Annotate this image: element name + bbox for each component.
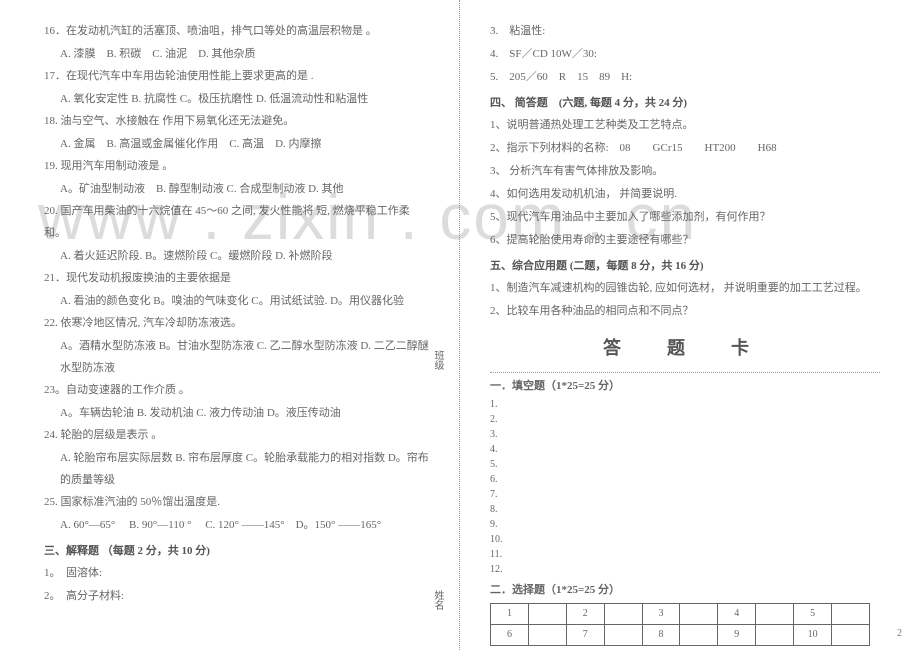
cell: [832, 625, 870, 646]
q20-opts: A. 着火延迟阶段. B。速燃阶段 C。缓燃阶段 D. 补燃阶段: [44, 245, 431, 267]
term3: 3. 粘温性:: [490, 20, 876, 42]
fill-4: 4.: [490, 442, 876, 457]
q22: 22. 依寒冷地区情况, 汽车冷却防冻液选。: [44, 312, 431, 334]
q19-opts: A。矿油型制动液 B. 醇型制动液 C. 合成型制动液 D. 其他: [44, 178, 431, 200]
page-root: www . zixin . com . cn 16．在发动机汽缸的活塞顶、喷油咀…: [0, 0, 920, 650]
q19: 19. 现用汽车用制动液是 。: [44, 155, 431, 177]
q25: 25. 国家标准汽油的 50％馏出温度是.: [44, 491, 431, 513]
table-row: 1 2 3 4 5: [491, 604, 870, 625]
s4q3: 3、 分析汽车有害气体排放及影响。: [490, 160, 876, 182]
fill-12: 12.: [490, 562, 876, 577]
q21: 21．现代发动机报废换油的主要依据是: [44, 267, 431, 289]
answer-card-title: 答 题 卡: [490, 330, 876, 366]
q16: 16．在发动机汽缸的活塞顶、喷油咀，排气口等处的高温层积物是 。: [44, 20, 431, 42]
right-column: 3. 粘温性: 4. SF／CD 10W／30: 5. 205／60 R 15 …: [460, 0, 920, 650]
q16-opts: A. 漆膜 B. 积碳 C. 油泥 D. 其他杂质: [44, 43, 431, 65]
s4q5: 5、现代汽车用油品中主要加入了哪些添加剂，有何作用？: [490, 206, 876, 228]
class-label: 班级: [430, 350, 445, 370]
cell: [528, 625, 566, 646]
cell: 5: [794, 604, 832, 625]
cell: [604, 625, 642, 646]
q25-opts: A. 60°—65° B. 90°—110 ° C. 120° ——145° D…: [44, 514, 431, 536]
section5-title: 五、综合应用题 (二题，每题 8 分，共 16 分): [490, 255, 876, 277]
cell: 4: [718, 604, 756, 625]
q21-opts: A. 看油的颜色变化 B。嗅油的气味变化 C。用试纸试验. D。用仪器化验: [44, 290, 431, 312]
divider: [490, 372, 880, 373]
fill-3: 3.: [490, 427, 876, 442]
q18: 18. 油与空气、水接触在 作用下易氧化还无法避免。: [44, 110, 431, 132]
s4q1: 1、说明普通热处理工艺种类及工艺特点。: [490, 114, 876, 136]
cell: [680, 625, 718, 646]
q23: 23。自动变速器的工作介质 。: [44, 379, 431, 401]
s4q2: 2、指示下列材料的名称: 08 GCr15 HT200 H68: [490, 137, 876, 159]
q24: 24. 轮胎的层级是表示 。: [44, 424, 431, 446]
q22-opts: A。酒精水型防冻液 B。甘油水型防冻液 C. 乙二醇水型防冻液 D. 二乙二醇醚…: [44, 335, 431, 379]
cell: [604, 604, 642, 625]
fill-2: 2.: [490, 412, 876, 427]
cell: [756, 625, 794, 646]
s5q2: 2、比较车用各种油品的相同点和不同点？: [490, 300, 876, 322]
s4q4: 4、如何选用发动机机油， 并简要说明.: [490, 183, 876, 205]
cell: 3: [642, 604, 680, 625]
q23-opts: A。车辆齿轮油 B. 发动机油 C. 液力传动油 D。液压传动油: [44, 402, 431, 424]
section3-title: 三、解释题 （每题 2 分，共 10 分): [44, 540, 431, 562]
fill-6: 6.: [490, 472, 876, 487]
name-label: 姓名: [430, 590, 445, 610]
term1: 1。 固溶体:: [44, 562, 431, 584]
left-column: 16．在发动机汽缸的活塞顶、喷油咀，排气口等处的高温层积物是 。 A. 漆膜 B…: [0, 0, 460, 650]
cell: [832, 604, 870, 625]
fill-11: 11.: [490, 547, 876, 562]
cell: 1: [491, 604, 529, 625]
cell: 7: [566, 625, 604, 646]
cell: 8: [642, 625, 680, 646]
s5q1: 1、制造汽车减速机构的园锥齿轮, 应如何选材， 并说明重要的加工工艺过程。: [490, 277, 876, 299]
fill-5: 5.: [490, 457, 876, 472]
cell: 10: [794, 625, 832, 646]
term4: 4. SF／CD 10W／30:: [490, 43, 876, 65]
q20: 20. 国产车用柴油的十六烷值在 45～60 之间, 发火性能将 短, 燃烧平稳…: [44, 200, 431, 244]
answer-table: 1 2 3 4 5 6 7 8: [490, 603, 870, 646]
cell: [680, 604, 718, 625]
page-number: 2: [897, 624, 902, 644]
fill-list: 1. 2. 3. 4. 5. 6. 7. 8. 9. 10. 11. 12.: [490, 397, 876, 577]
fill-1: 1.: [490, 397, 876, 412]
cell: [528, 604, 566, 625]
q17: 17．在现代汽车中车用齿轮油使用性能上要求更高的是 .: [44, 65, 431, 87]
cell: 2: [566, 604, 604, 625]
term2: 2。 高分子材料:: [44, 585, 431, 607]
cell: 6: [491, 625, 529, 646]
fill-title: 一．填空题（1*25=25 分）: [490, 375, 876, 397]
q17-opts: A. 氧化安定性 B. 抗腐性 C。极压抗磨性 D. 低温流动性和粘温性: [44, 88, 431, 110]
term5: 5. 205／60 R 15 89 H:: [490, 66, 876, 88]
fill-9: 9.: [490, 517, 876, 532]
select-title: 二．选择题（1*25=25 分）: [490, 579, 876, 601]
table-row: 6 7 8 9 10: [491, 625, 870, 646]
q18-opts: A. 金属 B. 高温或金属催化作用 C. 高温 D. 内摩擦: [44, 133, 431, 155]
cell: 9: [718, 625, 756, 646]
s4q6: 6、提高轮胎使用寿命的主要途径有哪些？: [490, 229, 876, 251]
fill-10: 10.: [490, 532, 876, 547]
fill-7: 7.: [490, 487, 876, 502]
cell: [756, 604, 794, 625]
section4-title: 四、 简答题 (六题, 每题 4 分，共 24 分): [490, 92, 876, 114]
fill-8: 8.: [490, 502, 876, 517]
q24-opts: A. 轮胎帘布层实际层数 B. 帘布层厚度 C。轮胎承载能力的相对指数 D。帘布…: [44, 447, 431, 491]
